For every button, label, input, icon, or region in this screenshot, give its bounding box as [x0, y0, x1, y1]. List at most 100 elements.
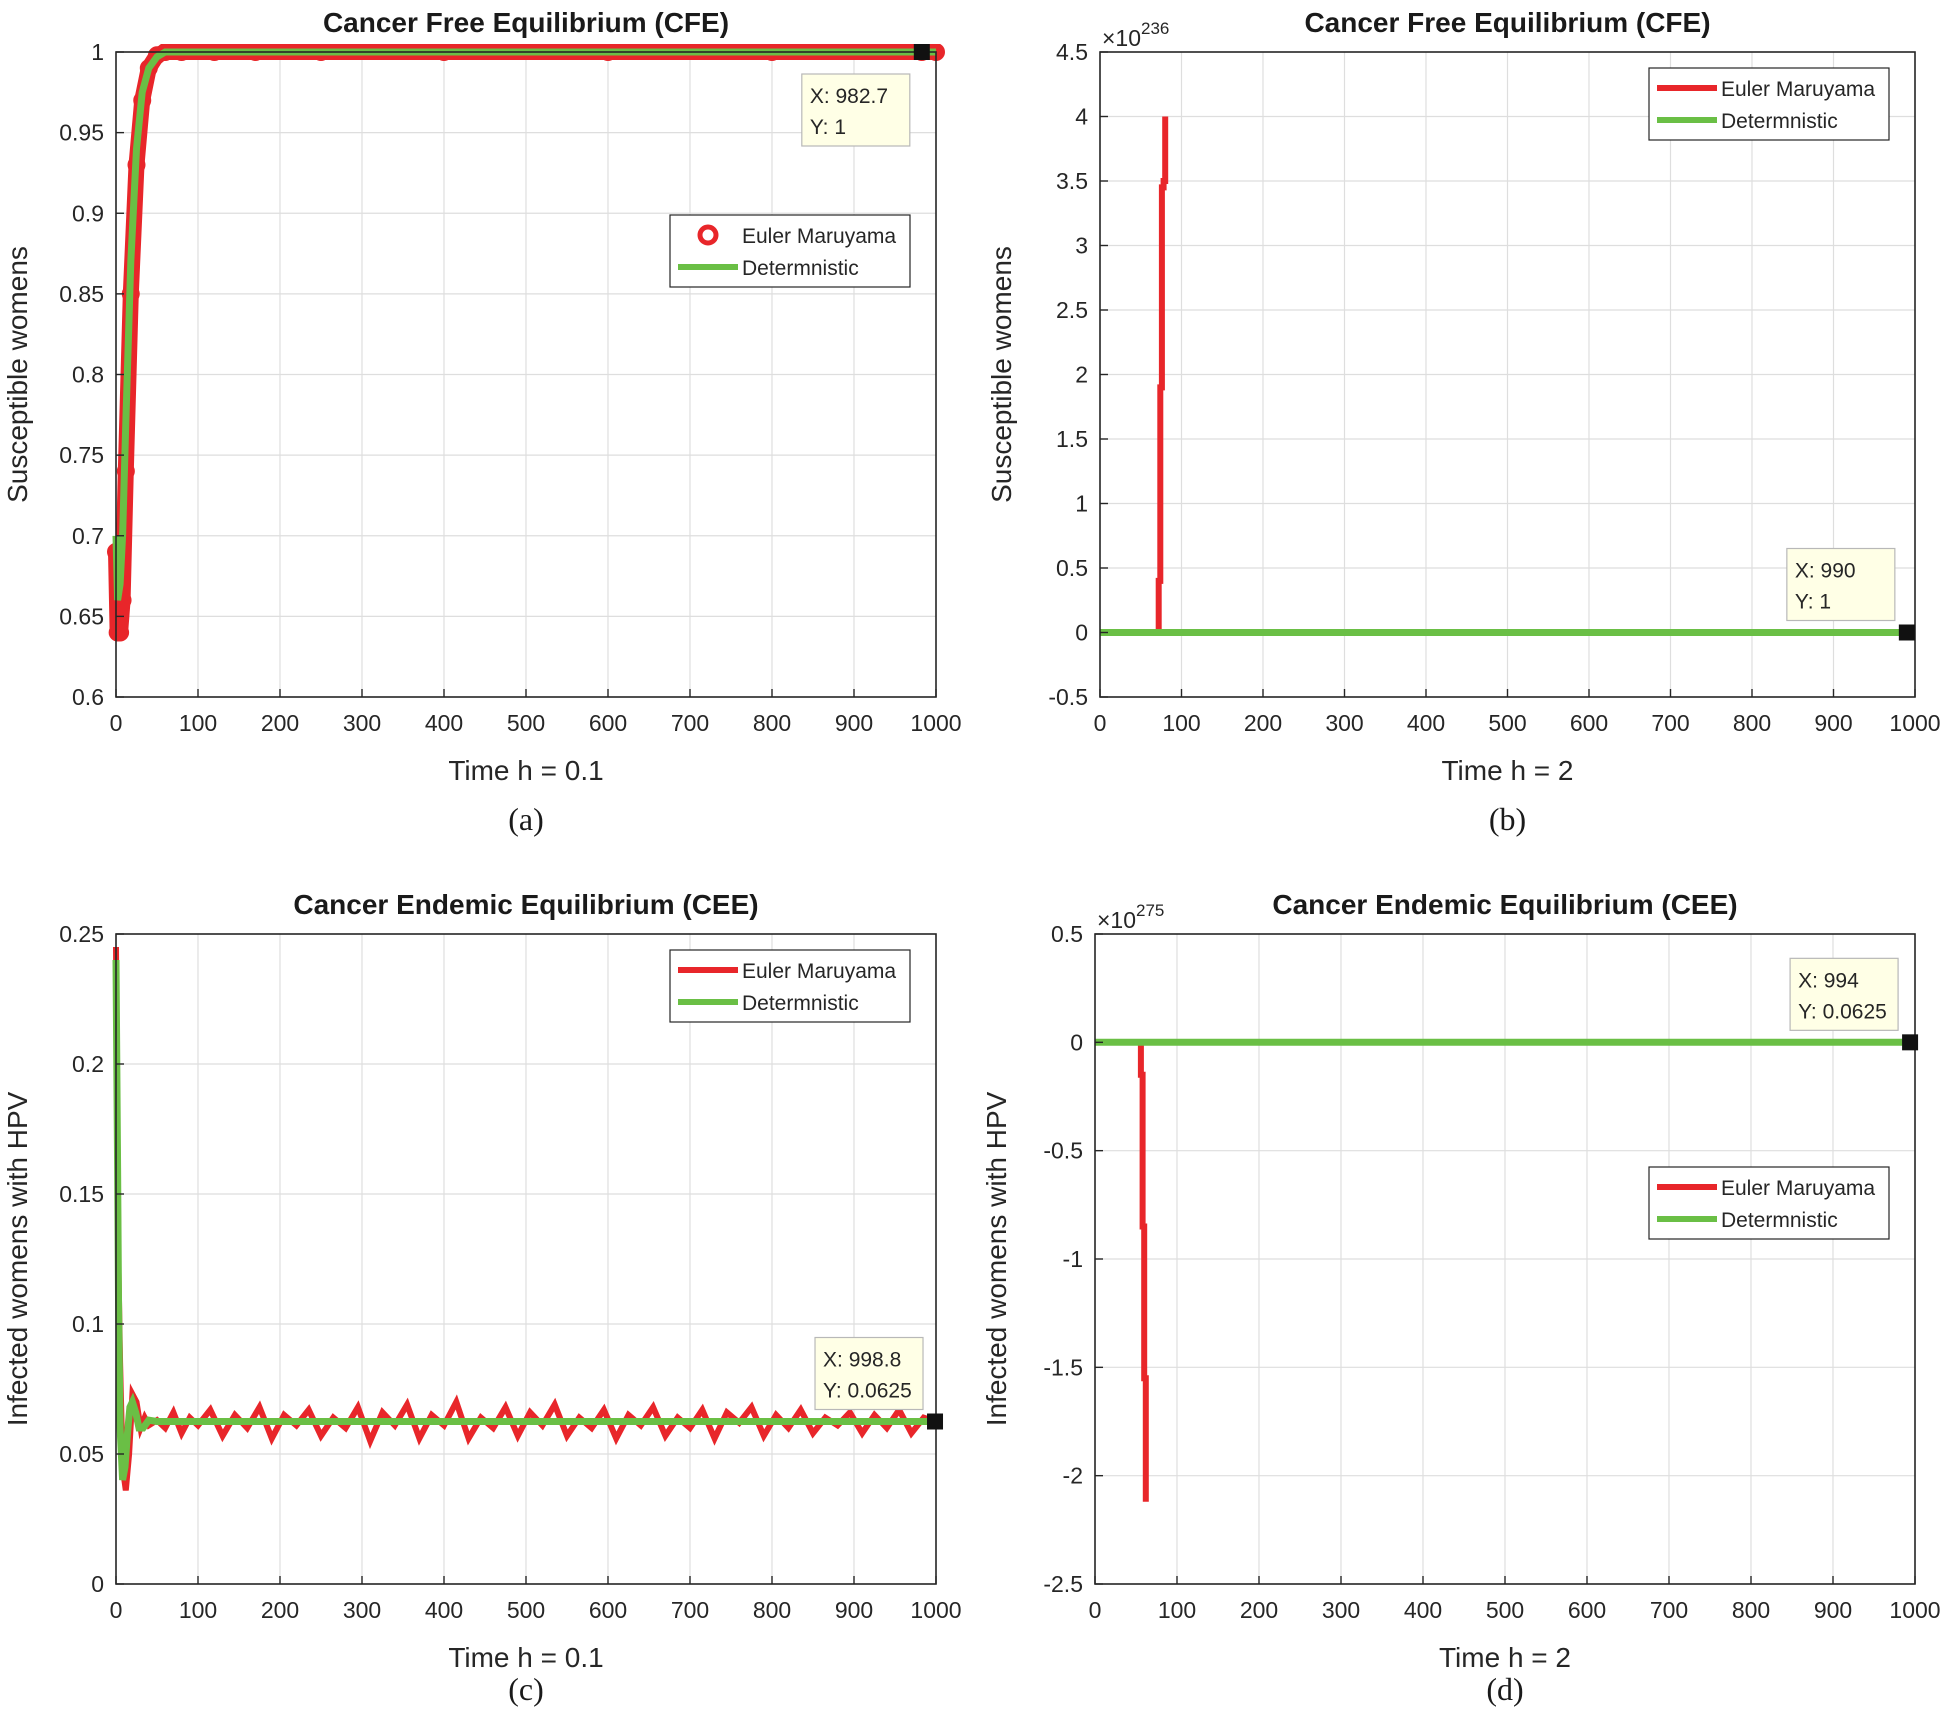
- x-tick-label: 700: [1650, 1597, 1688, 1623]
- y-tick-label: -2.5: [1043, 1571, 1083, 1597]
- x-axis-label: Time h = 0.1: [448, 1642, 603, 1673]
- x-tick-label: 0: [1094, 710, 1107, 736]
- y-tick-label: 0.15: [59, 1181, 104, 1207]
- datatip-y-label: Y: 0.0625: [823, 1380, 912, 1403]
- x-tick-label: 1000: [910, 710, 961, 736]
- y-tick-label: -0.5: [1043, 1138, 1083, 1164]
- datatip-y-label: Y: 1: [810, 116, 846, 139]
- series-group: [1100, 116, 1915, 636]
- y-axis-label: Susceptible womens: [986, 246, 1017, 503]
- x-tick-label: 500: [1486, 1597, 1524, 1623]
- datatip: X: 994 Y: 0.0625: [1789, 957, 1919, 1051]
- series-group: [1095, 1038, 1915, 1502]
- y-tick-label: 0.25: [59, 921, 104, 947]
- datatip-y-label: Y: 1: [1795, 591, 1831, 614]
- y-tick-label: 0.65: [59, 603, 104, 629]
- chart-title: Cancer Free Equilibrium (CFE): [323, 7, 729, 38]
- y-tick-label: 1: [91, 39, 104, 65]
- legend-label: Determnistic: [742, 257, 859, 280]
- legend: Euler Maruyama Determnistic: [669, 949, 911, 1023]
- x-tick-label: 900: [835, 1597, 873, 1623]
- chart-title: Cancer Endemic Equilibrium (CEE): [1272, 889, 1737, 920]
- legend-label: Determnistic: [1721, 110, 1838, 133]
- y-axis-label: Susceptible womens: [2, 246, 33, 503]
- y-tick-label: 0.5: [1051, 921, 1083, 947]
- datatip-marker: [927, 1413, 944, 1430]
- legend-label: Determnistic: [742, 992, 859, 1015]
- y-axis-label: Infected womens with HPV: [981, 1091, 1012, 1426]
- legend-label: Euler Maruyama: [1721, 78, 1875, 101]
- chart-title: Cancer Free Equilibrium (CFE): [1304, 7, 1710, 38]
- x-tick-label: 700: [1651, 710, 1689, 736]
- y-tick-label: 0.6: [72, 684, 104, 710]
- datatip-x-label: X: 982.7: [810, 85, 888, 108]
- series-group: [112, 946, 936, 1491]
- axis-exponent-power: 236: [1141, 19, 1169, 38]
- y-tick-label: -1.5: [1043, 1354, 1083, 1380]
- x-tick-label: 900: [835, 710, 873, 736]
- x-tick-label: 300: [343, 710, 381, 736]
- datatip-y-label: Y: 0.0625: [1798, 1000, 1887, 1023]
- datatip-marker: [1898, 624, 1915, 641]
- y-tick-label: 0: [91, 1571, 104, 1597]
- legend-label: Euler Maruyama: [742, 960, 896, 983]
- datatip-x-label: X: 994: [1798, 969, 1859, 992]
- x-tick-label: 600: [1570, 710, 1608, 736]
- x-axis-label: Time h = 2: [1439, 1642, 1571, 1673]
- x-tick-label: 400: [1407, 710, 1445, 736]
- x-tick-label: 900: [1814, 710, 1852, 736]
- x-tick-label: 500: [507, 710, 545, 736]
- x-tick-label: 300: [1325, 710, 1363, 736]
- x-axis-label: Time h = 0.1: [448, 755, 603, 786]
- y-tick-label: 3.5: [1056, 168, 1088, 194]
- x-tick-label: 100: [1158, 1597, 1196, 1623]
- x-tick-label: 400: [425, 710, 463, 736]
- y-tick-label: 0.7: [72, 523, 104, 549]
- y-tick-label: 0.75: [59, 442, 104, 468]
- x-tick-label: 600: [1568, 1597, 1606, 1623]
- datatip-marker: [1902, 1034, 1919, 1051]
- x-tick-label: 100: [179, 710, 217, 736]
- legend-box: [669, 949, 911, 1023]
- x-tick-label: 800: [1733, 710, 1771, 736]
- x-tick-label: 600: [589, 710, 627, 736]
- y-tick-label: -1: [1063, 1246, 1083, 1272]
- x-tick-label: 600: [589, 1597, 627, 1623]
- datatip: X: 990 Y: 1: [1786, 547, 1915, 641]
- y-tick-label: 4.5: [1056, 39, 1088, 65]
- x-tick-label: 200: [261, 710, 299, 736]
- x-tick-label: 800: [753, 710, 791, 736]
- legend: Euler Maruyama Determnistic: [1648, 1166, 1890, 1240]
- x-tick-label: 200: [1244, 710, 1282, 736]
- y-tick-label: -2: [1063, 1463, 1083, 1489]
- series-deterministic-line: [112, 959, 936, 1481]
- y-tick-label: 0.85: [59, 281, 104, 307]
- legend-box: [1648, 1166, 1890, 1240]
- axis-exponent: ×10275: [1097, 901, 1164, 933]
- y-tick-label: 2.5: [1056, 297, 1088, 323]
- x-tick-label: 200: [1240, 1597, 1278, 1623]
- x-tick-label: 400: [425, 1597, 463, 1623]
- x-tick-label: 700: [671, 710, 709, 736]
- x-tick-label: 100: [1162, 710, 1200, 736]
- y-tick-label: 0.5: [1056, 555, 1088, 581]
- y-tick-label: 0.1: [72, 1311, 104, 1337]
- legend-label: Determnistic: [1721, 1209, 1838, 1232]
- axis-exponent-base: ×10: [1097, 907, 1136, 933]
- y-tick-label: 0.9: [72, 200, 104, 226]
- y-tick-label: 4: [1075, 104, 1088, 130]
- datatip-marker: [913, 44, 930, 60]
- y-tick-label: 0: [1075, 620, 1088, 646]
- datatip-box: [801, 73, 911, 147]
- panel-caption: (a): [508, 801, 544, 837]
- datatip: X: 998.8 Y: 0.0625: [814, 1336, 944, 1430]
- x-tick-label: 0: [110, 1597, 123, 1623]
- chart-panel-b: 0 100 200 300 400 500 600 700 800 900 1000-0.500.5…: [986, 7, 1941, 837]
- datatip-x-label: X: 998.8: [823, 1349, 901, 1372]
- chart-panel-c: 0 100 200 300 400 500 600 700 800 900 1000 0 0.05 0.1…: [2, 889, 962, 1707]
- x-tick-label: 300: [1322, 1597, 1360, 1623]
- datatip-box: [1786, 547, 1896, 622]
- x-tick-label: 800: [1732, 1597, 1770, 1623]
- x-tick-label: 900: [1814, 1597, 1852, 1623]
